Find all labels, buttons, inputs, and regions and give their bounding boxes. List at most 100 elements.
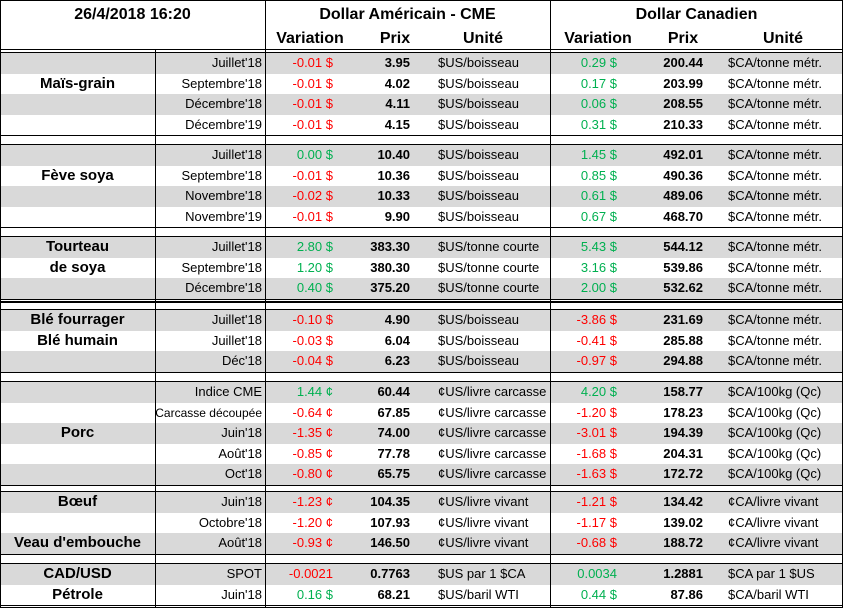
usd-unit: ¢US/livre carcasse <box>438 425 547 440</box>
cad-variation: -1.21 $ <box>576 494 617 509</box>
usd-unit: ¢US/livre carcasse <box>438 466 547 481</box>
cad-price: 172.72 <box>663 466 703 481</box>
product: Fève soya <box>41 166 114 184</box>
usd-variation: -0.64 ¢ <box>292 404 333 420</box>
usd-price: 6.04 <box>384 332 410 348</box>
cad-price: 492.01 <box>663 147 703 162</box>
cad-price: 194.39 <box>663 425 703 440</box>
cad-variation: -1.68 $ <box>576 445 617 461</box>
cad-price: 188.72 <box>663 535 703 550</box>
cad-unit: ¢CA/livre vivant <box>728 535 819 550</box>
cad-variation: -3.01 $ <box>576 425 617 440</box>
row-shade <box>0 310 843 331</box>
month: Juillet'18 <box>211 55 262 70</box>
row-shade <box>0 278 843 299</box>
cad-price: 210.33 <box>663 116 703 132</box>
usd-price: 10.33 <box>377 188 410 203</box>
month: Octobre'18 <box>198 514 262 530</box>
month: Déc'18 <box>221 353 262 368</box>
cad-price: 468.70 <box>663 208 703 224</box>
border-line <box>0 300 843 303</box>
border-line <box>0 553 843 555</box>
month: Novembre'18 <box>185 188 262 203</box>
cad-unit: $CA/tonne métr. <box>728 280 822 295</box>
usd-unit: $US/boisseau <box>438 96 519 111</box>
usd-unit: $US/tonne courte <box>438 259 540 275</box>
column-header: Unité <box>763 30 803 47</box>
usd-price: 67.85 <box>377 404 410 420</box>
cad-unit: ¢CA/livre vivant <box>728 514 819 530</box>
usd-unit: $US/tonne courte <box>438 239 540 254</box>
column-header: Prix <box>379 30 411 47</box>
month: Oct'18 <box>224 466 262 481</box>
usd-variation: -0.93 ¢ <box>292 535 333 550</box>
cad-variation: 0.61 $ <box>580 188 617 203</box>
cad-variation: 0.06 $ <box>580 96 617 111</box>
usd-price: 107.93 <box>370 514 410 530</box>
border-line <box>0 227 843 228</box>
cad-unit: $CA par 1 $US <box>728 566 815 581</box>
usd-title: Dollar Américain - CME <box>319 6 496 23</box>
cad-variation: -0.68 $ <box>576 535 617 550</box>
cad-price: 139.02 <box>663 514 703 530</box>
usd-unit: $US/boisseau <box>438 208 519 224</box>
cad-unit: ¢CA/livre vivant <box>728 494 819 509</box>
usd-variation: -0.80 ¢ <box>292 466 333 481</box>
usd-price: 6.23 <box>384 353 410 368</box>
month: Septembre'18 <box>181 75 262 91</box>
usd-variation: -0.04 $ <box>292 353 333 368</box>
row-shade <box>0 94 843 115</box>
usd-price: 60.44 <box>377 384 410 399</box>
usd-price: 10.36 <box>377 167 410 183</box>
month: Juin'18 <box>221 586 262 602</box>
usd-variation: 0.40 $ <box>296 280 333 295</box>
border-line <box>0 605 843 606</box>
usd-variation: -0.01 $ <box>292 208 333 224</box>
product: Porc <box>60 424 95 441</box>
row-shade <box>0 564 843 585</box>
cad-unit: $CA/tonne métr. <box>728 96 822 111</box>
usd-unit: $US/boisseau <box>438 188 519 203</box>
usd-price: 65.75 <box>377 466 410 481</box>
product: Veau d'embouche <box>14 534 141 551</box>
product: Tourteau <box>45 238 110 255</box>
usd-unit: $US/boisseau <box>438 312 519 327</box>
usd-variation: 0.00 $ <box>296 147 333 162</box>
cad-variation: 0.85 $ <box>580 167 617 183</box>
cad-variation: 0.44 $ <box>580 586 617 602</box>
row-shade <box>0 351 843 372</box>
cad-unit: $CA/100kg (Qc) <box>728 445 822 461</box>
cad-price: 208.55 <box>663 96 703 111</box>
usd-variation: -0.01 $ <box>292 167 333 183</box>
cad-unit: $CA/tonne métr. <box>728 259 822 275</box>
usd-price: 383.30 <box>370 239 410 254</box>
product: Pétrole <box>52 585 103 603</box>
usd-unit: ¢US/livre vivant <box>438 494 529 509</box>
usd-unit: $US par 1 $CA <box>438 566 526 581</box>
cad-variation: 0.31 $ <box>580 116 617 132</box>
row-shade <box>0 382 843 403</box>
cad-price: 539.86 <box>663 259 703 275</box>
month: Septembre'18 <box>181 259 262 275</box>
usd-unit: $US/tonne courte <box>438 280 540 295</box>
border-line <box>0 0 843 1</box>
cad-price: 489.06 <box>663 188 703 203</box>
column-header: Unité <box>463 30 503 47</box>
month: Indice CME <box>194 384 262 399</box>
cad-unit: $CA/100kg (Qc) <box>728 384 822 399</box>
cad-unit: $CA/tonne métr. <box>728 116 822 132</box>
cad-unit: $CA/tonne métr. <box>728 239 822 254</box>
month: Décembre'19 <box>185 116 262 132</box>
month: Août'18 <box>218 445 262 461</box>
cad-price: 178.23 <box>663 404 703 420</box>
usd-price: 9.90 <box>384 208 410 224</box>
row-shade <box>0 237 843 258</box>
cad-variation: -3.86 $ <box>576 312 617 327</box>
cad-price: 285.88 <box>663 332 703 348</box>
cad-price: 134.42 <box>663 494 703 509</box>
cad-variation: 3.16 $ <box>580 259 617 275</box>
usd-variation: -0.01 $ <box>292 75 333 91</box>
border-line <box>0 298 843 300</box>
month: Juillet'18 <box>211 147 262 162</box>
